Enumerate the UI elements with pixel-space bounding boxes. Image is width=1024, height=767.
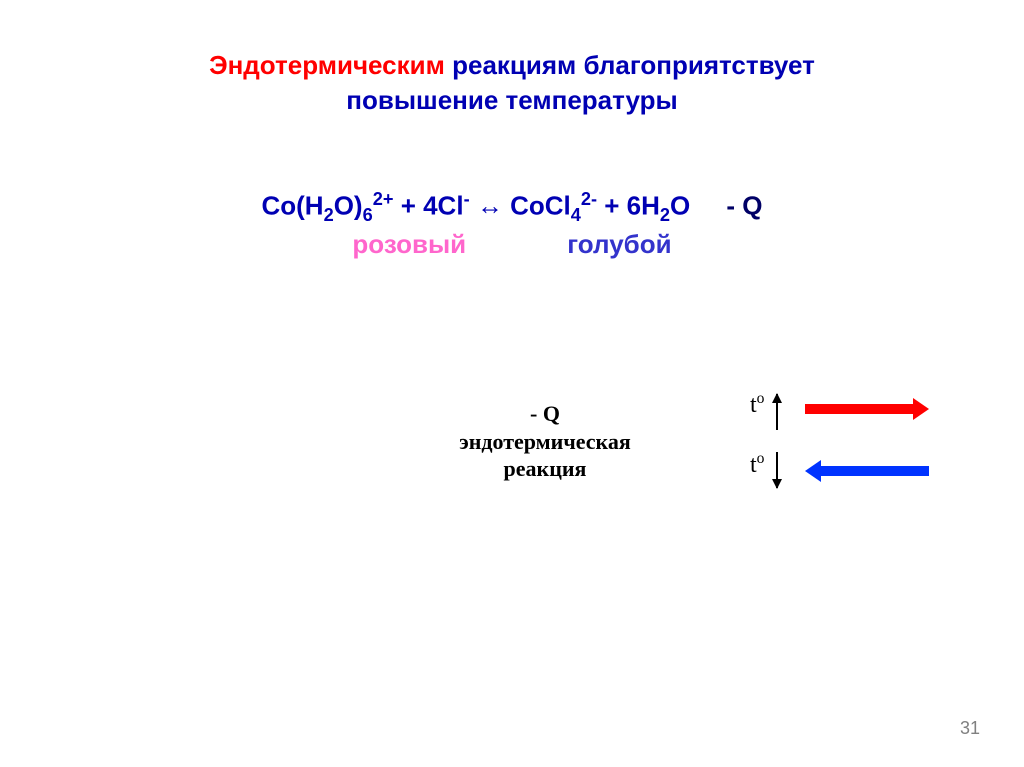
eq-p10: 2- (581, 189, 597, 209)
eq-q: - Q (726, 191, 762, 221)
slide-title: Эндотермическим реакциям благоприятствуе… (0, 0, 1024, 118)
eq-p6: + 4Cl (393, 191, 463, 221)
t-deg-up: o (757, 390, 765, 407)
eq-p4: 6 (363, 205, 373, 225)
blue-label: голубой (567, 229, 671, 259)
t-deg-down: o (757, 450, 765, 467)
t-letter-up: t (750, 392, 757, 418)
page-number: 31 (960, 718, 980, 739)
arrow-up-icon (776, 394, 778, 430)
endo-line2: реакция (504, 456, 587, 481)
eq-p9: 4 (571, 205, 581, 225)
arrow-down-icon (776, 452, 778, 488)
red-arrow-icon (805, 404, 915, 414)
eq-p1: Co(H (261, 191, 323, 221)
blue-arrow-icon (819, 466, 929, 476)
eq-p13: O (670, 191, 690, 221)
pink-label: розовый (352, 229, 466, 259)
temperature-diagram: - Q эндотермическая реакция to to (430, 390, 950, 530)
endo-line1: эндотермическая (459, 429, 631, 454)
t-down-label: to (750, 450, 764, 479)
title-line2: повышение температуры (346, 85, 677, 115)
title-line1-rest: реакциям благоприятствует (445, 50, 815, 80)
title-red-word: Эндотермическим (209, 50, 445, 80)
eq-p3: O) (334, 191, 363, 221)
eq-p12: 2 (660, 205, 670, 225)
eq-p11: + 6H (597, 191, 660, 221)
t-up-label: to (750, 390, 764, 419)
endo-label: - Q эндотермическая реакция (430, 400, 660, 483)
q-line: - Q (530, 401, 560, 426)
eq-p2: 2 (324, 205, 334, 225)
equation-block: Co(H2O)62+ + 4Cl- ↔ CoCl42- + 6H2O - Q р… (0, 188, 1024, 261)
eq-p8: ↔ CoCl (470, 191, 571, 221)
t-letter-down: t (750, 452, 757, 478)
eq-p5: 2+ (373, 189, 394, 209)
